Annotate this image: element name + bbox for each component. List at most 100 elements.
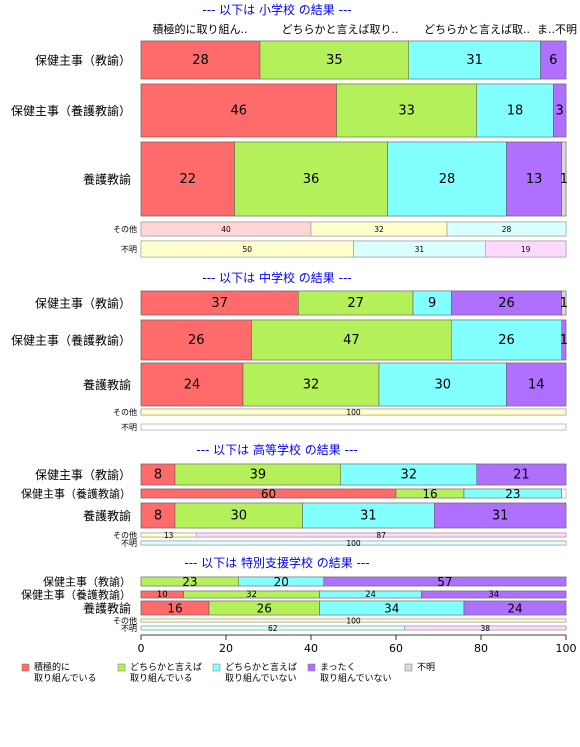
bar-value-label: 50 — [242, 245, 252, 254]
bar-value-label: 6 — [549, 53, 557, 68]
bar-value-label: 32 — [374, 225, 384, 234]
bar-row: 不明 50 31 19 — [121, 240, 567, 258]
bar-row: 保健主事（養護教諭） 10 32 24 34 — [21, 588, 567, 602]
bar-value-label: 23 — [505, 487, 520, 501]
bar-value-label: 32 — [400, 468, 417, 483]
legend-label: 積極的に — [34, 661, 70, 673]
bar-value-label: 21 — [513, 468, 530, 483]
bar-segment — [251, 319, 452, 361]
bar-segment — [140, 362, 244, 407]
bar-value-label: 28 — [192, 53, 209, 68]
x-tick-label: 80 — [474, 642, 488, 655]
legend-label: 取り組んでいる — [130, 672, 193, 684]
bar-row: その他 100 — [113, 616, 567, 626]
bar-value-label: 57 — [437, 575, 452, 589]
bar-value-label: 36 — [303, 172, 320, 187]
bar-value-label: 37 — [211, 296, 228, 311]
bar-segment — [140, 141, 235, 217]
x-tick-label: 20 — [219, 642, 233, 655]
bar-segment — [446, 221, 567, 237]
bar-segment — [140, 618, 567, 623]
column-header: 不明 — [555, 23, 577, 36]
column-header: どちらかと言えば取り.. — [282, 23, 399, 36]
bar-value-label: 1 — [560, 172, 568, 187]
bar-segment — [140, 83, 337, 138]
legend: 積極的に取り組んでいるどちらかと言えば取り組んでいるどちらかと言えば取り組んでい… — [21, 661, 435, 684]
bar-value-label: 30 — [434, 378, 451, 393]
bar-segment — [476, 463, 567, 486]
bar-value-label: 23 — [182, 575, 197, 589]
row-label: その他 — [113, 407, 137, 417]
row-label: 養護教諭 — [83, 508, 131, 523]
bar-segment — [259, 40, 409, 80]
bar-value-label: 8 — [154, 468, 162, 483]
row-label: 保健主事（養護教諭） — [11, 333, 131, 348]
legend-item: 不明 — [404, 662, 435, 673]
row-label: 養護教諭 — [83, 172, 131, 187]
bar-row: その他 13 87 — [113, 530, 567, 540]
legend-label: 取り組んでいない — [320, 672, 392, 684]
row-label: 不明 — [121, 624, 137, 633]
x-tick-label: 100 — [556, 642, 577, 655]
bar-value-label: 34 — [488, 590, 499, 600]
legend-swatch — [117, 663, 126, 672]
bar-value-label: 24 — [184, 378, 201, 393]
bar-segment — [561, 319, 567, 361]
bar-value-label: 1 — [560, 333, 568, 348]
bar-value-label: 32 — [246, 590, 257, 600]
bar-segment — [174, 502, 303, 529]
row-label: その他 — [113, 616, 137, 626]
column-headers: 積極的に取り組ん.. どちらかと言えば取り.. どちらかと言えば取.. ま.. … — [153, 22, 578, 36]
bar-segment — [323, 576, 567, 587]
chart-section: --- 以下は 中学校 の結果 ---保健主事（教諭） 37 27 9 26 1保健主事（… — [11, 270, 568, 432]
x-tick-label: 40 — [304, 642, 318, 655]
bar-segment — [378, 362, 507, 407]
bar-value-label: 34 — [384, 602, 399, 616]
bar-value-label: 26 — [498, 296, 515, 311]
bar-segment — [387, 141, 507, 217]
bar-value-label: 26 — [188, 333, 205, 348]
legend-label: どちらかと言えば — [225, 661, 297, 673]
bar-row: 保健主事（養護教諭） 26 47 26 1 — [11, 319, 568, 361]
bar-value-label: 31 — [492, 509, 509, 524]
x-tick-label: 0 — [138, 642, 145, 655]
bar-value-label: 46 — [230, 104, 247, 119]
legend-swatch — [21, 663, 30, 672]
bar-row: 養護教諭 22 36 28 13 1 — [83, 141, 568, 217]
bar-row: 養護教諭 8 30 31 31 — [83, 502, 567, 529]
bar-segment — [336, 83, 477, 138]
bar-value-label: 100 — [346, 617, 361, 626]
chart-sections: --- 以下は 小学校 の結果 ---保健主事（教諭） 28 35 31 6保健主事（養… — [11, 2, 568, 633]
bar-value-label: 33 — [398, 104, 415, 119]
bar-segment — [234, 141, 388, 217]
bar-value-label: 24 — [507, 602, 522, 616]
bar-segment — [506, 141, 562, 217]
bar-segment — [451, 319, 562, 361]
bar-segment — [140, 540, 567, 546]
section-title: --- 以下は 高等学校 の結果 --- — [196, 442, 357, 457]
legend-label: まったく — [320, 662, 356, 673]
bar-segment — [485, 240, 567, 258]
bar-segment — [298, 290, 414, 316]
bar-frame — [140, 423, 567, 431]
bar-row: 不明 100 — [121, 539, 567, 548]
bar-row: 養護教諭 24 32 30 14 — [83, 362, 567, 407]
row-label: 不明 — [121, 423, 137, 432]
bar-segment — [140, 502, 176, 529]
bar-value-label: 100 — [346, 539, 361, 548]
bar-value-label: 28 — [439, 172, 456, 187]
bar-segment — [140, 408, 567, 416]
bar-value-label: 14 — [528, 378, 545, 393]
bar-segment — [140, 290, 299, 316]
bar-segment — [553, 83, 567, 138]
bar-value-label: 10 — [157, 590, 168, 600]
row-label: その他 — [113, 530, 137, 540]
bar-value-label: 31 — [466, 53, 483, 68]
bar-value-label: 31 — [360, 509, 377, 524]
bar-value-label: 20 — [274, 575, 289, 589]
legend-label: どちらかと言えば — [130, 661, 202, 673]
